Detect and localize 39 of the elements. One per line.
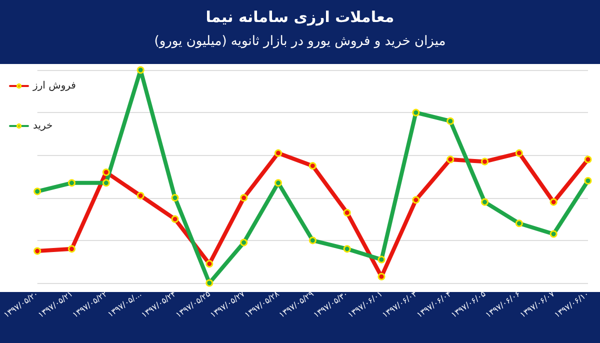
point — [481, 158, 488, 166]
point — [274, 149, 282, 157]
point — [446, 156, 454, 164]
point — [550, 230, 558, 238]
point — [240, 194, 248, 202]
point — [171, 194, 179, 202]
point — [34, 188, 42, 196]
x-tick-label: ۱۳۹۷/۰۶/۰۱ — [346, 289, 384, 320]
point — [343, 208, 351, 216]
point — [68, 245, 76, 253]
point — [550, 198, 558, 206]
point — [136, 66, 144, 74]
point — [136, 192, 144, 200]
point — [308, 236, 316, 244]
point — [68, 179, 76, 187]
point — [481, 198, 488, 206]
point — [343, 245, 351, 253]
point — [412, 196, 420, 204]
point — [515, 149, 523, 157]
legend-label: فروش ارز — [32, 80, 76, 92]
point — [308, 162, 316, 170]
point — [240, 238, 248, 246]
point — [412, 108, 420, 116]
point — [102, 179, 110, 187]
point — [378, 256, 386, 264]
point — [206, 279, 214, 287]
point — [274, 179, 282, 187]
point — [446, 117, 454, 125]
point — [378, 272, 386, 280]
point — [34, 247, 42, 255]
chart-subtitle: میزان خرید و فروش یورو در بازار ثانویه (میلیون یورو) — [153, 34, 447, 49]
point — [206, 260, 214, 268]
chart-title: معاملات ارزی سامانه نیما — [204, 8, 396, 26]
point — [584, 156, 592, 164]
point — [102, 168, 110, 176]
point — [584, 177, 592, 185]
legend-label: خرید — [33, 120, 53, 132]
point — [171, 215, 179, 223]
point — [515, 220, 523, 228]
